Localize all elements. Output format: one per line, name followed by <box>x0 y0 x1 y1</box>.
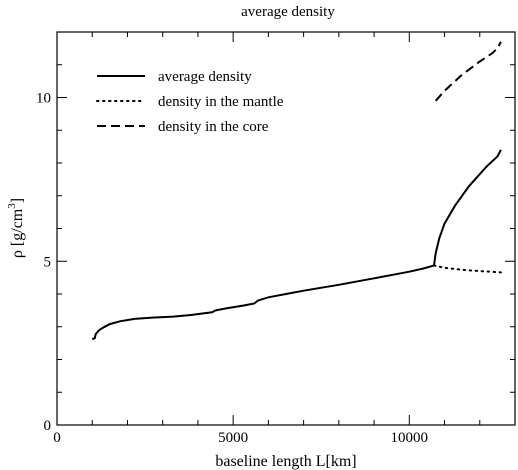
legend: average density density in the mantle dens… <box>96 69 284 135</box>
series-line-2 <box>434 41 502 102</box>
y-axis-label-main: ρ [g/cm <box>9 208 26 258</box>
legend-label-2: density in the core <box>158 119 269 135</box>
x-axis-label: baseline length L[km] <box>215 453 356 470</box>
y-tick-label: 5 <box>44 254 52 270</box>
x-tick-labels: 0 5000 10000 <box>53 430 428 446</box>
chart-title: average density <box>241 4 335 20</box>
y-axis-label: ρ [g/cm3] <box>6 198 26 258</box>
x-tick-label: 0 <box>53 430 61 446</box>
x-tick-label: 10000 <box>391 430 429 446</box>
legend-label-0: average density <box>158 69 252 85</box>
axis-ticks <box>56 31 516 426</box>
y-axis-label-close: ] <box>9 198 26 203</box>
series-line-1 <box>433 264 502 274</box>
y-tick-label: 10 <box>36 91 51 107</box>
y-tick-label: 0 <box>44 418 52 434</box>
series-lines <box>91 41 502 341</box>
y-tick-labels: 0 5 10 <box>36 91 51 435</box>
y-axis-label-sup: 3 <box>6 203 18 209</box>
legend-label-1: density in the mantle <box>158 94 284 110</box>
svg-text:ρ [g/cm3]: ρ [g/cm3] <box>6 198 26 258</box>
series-line-0 <box>91 149 502 341</box>
plot-frame <box>56 31 516 426</box>
x-tick-label: 5000 <box>218 430 248 446</box>
